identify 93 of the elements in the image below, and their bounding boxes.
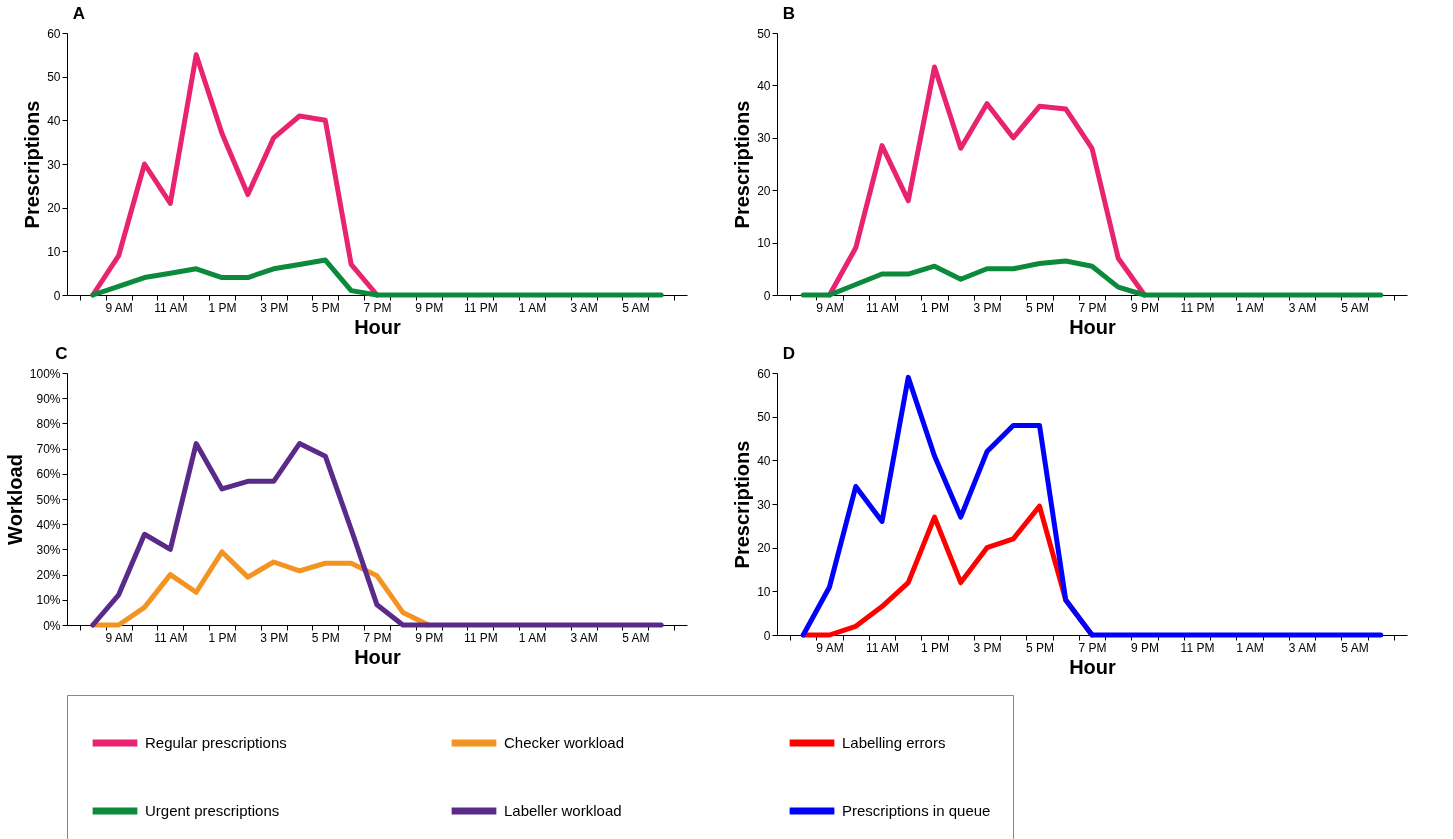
y-tick-label: 90% (36, 391, 61, 406)
y-tick-label: 50% (36, 492, 61, 507)
x-tick-label: 9 PM (1130, 300, 1160, 315)
y-tick-label: 40 (757, 453, 771, 468)
x-tick-label: 11 AM (865, 300, 900, 315)
x-tick-label: 11 PM (463, 300, 498, 315)
x-tick-label: 7 PM (1078, 640, 1107, 655)
x-tick-label: 1 AM (518, 630, 547, 645)
y-tick-label: 60 (757, 366, 771, 381)
y-tick-label: 40% (36, 517, 61, 532)
chart-title: A (72, 4, 85, 23)
x-tick-label: 11 PM (1180, 640, 1215, 655)
x-tick-label: 7 PM (363, 630, 392, 645)
y-tick-label: 40 (47, 113, 61, 128)
x-tick-label: 11 PM (463, 630, 498, 645)
y-tick-label: 10 (757, 584, 771, 599)
y-tick-label: 10 (757, 236, 771, 251)
x-tick-label: 3 AM (1288, 640, 1317, 655)
x-tick-label: 1 PM (208, 300, 237, 315)
x-tick-label: 9 AM (105, 630, 133, 645)
x-tick-label: 9 AM (816, 640, 844, 655)
y-tick-label: 50 (757, 410, 771, 425)
x-tick-label: 1 AM (1236, 640, 1264, 655)
x-tick-label: 5 AM (1341, 300, 1369, 315)
y-tick-label: 0% (43, 618, 61, 633)
x-tick-label: 9 PM (415, 630, 444, 645)
y-axis-title: Prescriptions (731, 440, 754, 569)
x-tick-label: 3 PM (260, 300, 289, 315)
x-tick-label: 3 AM (1288, 300, 1317, 315)
y-axis-title: Prescriptions (21, 100, 44, 229)
x-tick-label: 5 PM (1025, 640, 1055, 655)
x-axis-title: Hour (354, 645, 402, 668)
x-tick-label: 7 PM (363, 300, 392, 315)
x-tick-label: 1 PM (920, 640, 950, 655)
x-tick-label: 9 AM (816, 300, 844, 315)
legend-label: Urgent prescriptions (145, 802, 280, 819)
x-tick-label: 11 PM (1180, 300, 1215, 315)
x-tick-label: 3 AM (570, 300, 598, 315)
chart-title: C (55, 344, 68, 363)
x-axis-title: Hour (1069, 655, 1117, 678)
x-tick-label: 5 AM (622, 300, 650, 315)
x-tick-label: 1 AM (518, 300, 547, 315)
x-tick-label: 5 PM (311, 630, 340, 645)
y-tick-label: 70% (36, 442, 61, 457)
y-tick-label: 0 (763, 628, 771, 643)
x-tick-label: 5 PM (311, 300, 340, 315)
x-tick-label: 9 PM (1130, 640, 1160, 655)
legend-label: Labelling errors (842, 734, 946, 751)
legend-label: Labeller workload (504, 802, 622, 819)
y-tick-label: 100% (29, 366, 61, 381)
y-tick-label: 60 (47, 26, 61, 41)
x-axis-title: Hour (354, 315, 402, 338)
x-tick-label: 5 AM (1341, 640, 1369, 655)
x-tick-label: 5 AM (622, 630, 650, 645)
legend-label: Regular prescriptions (145, 734, 287, 751)
x-axis-title: Hour (1069, 315, 1117, 338)
x-tick-label: 11 AM (865, 640, 900, 655)
x-tick-label: 7 PM (1078, 300, 1107, 315)
y-tick-label: 50 (47, 70, 61, 85)
y-tick-label: 30 (757, 131, 771, 146)
legend-label: Prescriptions in queue (842, 802, 991, 819)
y-tick-label: 20 (757, 183, 771, 198)
y-tick-label: 30% (36, 542, 61, 557)
y-axis-title: Workload (3, 454, 26, 545)
chart-title: B (782, 4, 795, 23)
y-axis-title: Prescriptions (731, 100, 754, 229)
x-tick-label: 11 AM (154, 630, 188, 645)
y-tick-label: 20 (47, 201, 61, 216)
y-tick-label: 0 (53, 288, 61, 303)
y-tick-label: 40 (757, 78, 771, 93)
x-tick-label: 9 AM (105, 300, 133, 315)
y-tick-label: 20 (757, 541, 771, 556)
x-tick-label: 3 PM (973, 300, 1002, 315)
y-tick-label: 0 (763, 288, 771, 303)
x-tick-label: 5 PM (1025, 300, 1055, 315)
y-tick-label: 30 (47, 157, 61, 172)
x-tick-label: 1 PM (208, 630, 237, 645)
y-tick-label: 10% (36, 593, 61, 608)
chart-title: D (782, 344, 795, 363)
y-tick-label: 10 (47, 244, 61, 259)
y-tick-label: 60% (36, 467, 61, 482)
x-tick-label: 11 AM (154, 300, 188, 315)
y-tick-label: 80% (36, 416, 61, 431)
x-tick-label: 9 PM (415, 300, 444, 315)
x-tick-label: 1 PM (920, 300, 950, 315)
y-tick-label: 30 (757, 497, 771, 512)
y-tick-label: 20% (36, 568, 61, 583)
y-tick-label: 50 (757, 26, 771, 41)
x-tick-label: 3 PM (260, 630, 289, 645)
x-tick-label: 3 AM (570, 630, 598, 645)
legend-label: Checker workload (504, 734, 625, 751)
x-tick-label: 3 PM (973, 640, 1002, 655)
x-tick-label: 1 AM (1236, 300, 1264, 315)
